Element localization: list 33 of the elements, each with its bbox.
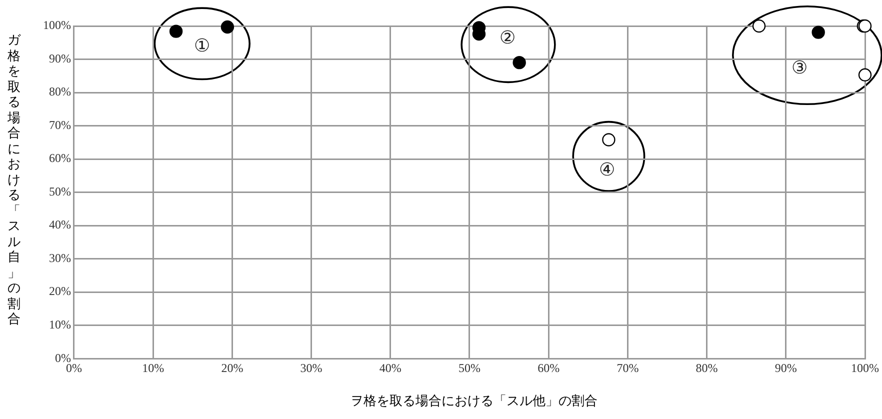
annotation: ④ [599, 160, 616, 180]
x-tick-label: 10% [142, 360, 164, 375]
x-axis-title: ヲ格を取る場合における「スル他」の割合 [350, 392, 598, 410]
point [512, 56, 526, 70]
y-tick-label: 10% [48, 317, 71, 332]
point [752, 19, 766, 33]
x-tick-label: 50% [458, 360, 480, 375]
x-tick-label: 100% [851, 360, 879, 375]
y-tick-label: 40% [48, 218, 71, 232]
annotation: ② [499, 27, 516, 48]
annotation: ① [194, 36, 210, 56]
x-tick-label: 90% [774, 360, 797, 375]
y-tick-label: 30% [48, 250, 71, 265]
x-tick-label: 80% [696, 360, 718, 375]
point [220, 20, 234, 34]
y-tick-label: 20% [48, 284, 71, 298]
text: ガ格を取る場合における「スル自」の割合 [8, 32, 20, 326]
x-tick-label: 70% [616, 360, 639, 375]
x-tick-label: 20% [221, 360, 244, 375]
y-tick-label: 90% [48, 51, 71, 66]
x-tick-label: 30% [300, 360, 322, 375]
y-tick-label: 80% [48, 84, 71, 99]
x-tick-label: 40% [379, 360, 402, 375]
point [812, 26, 825, 39]
point [169, 24, 183, 38]
x-tick-label: 60% [538, 360, 560, 375]
point [858, 68, 872, 82]
annotation: ③ [791, 58, 808, 78]
y-tick-label: 100% [42, 18, 71, 32]
y-tick-label: 50% [48, 184, 71, 198]
point [602, 133, 616, 146]
y-tick-label: 70% [48, 118, 71, 132]
y-tick-label: 60% [48, 151, 71, 166]
